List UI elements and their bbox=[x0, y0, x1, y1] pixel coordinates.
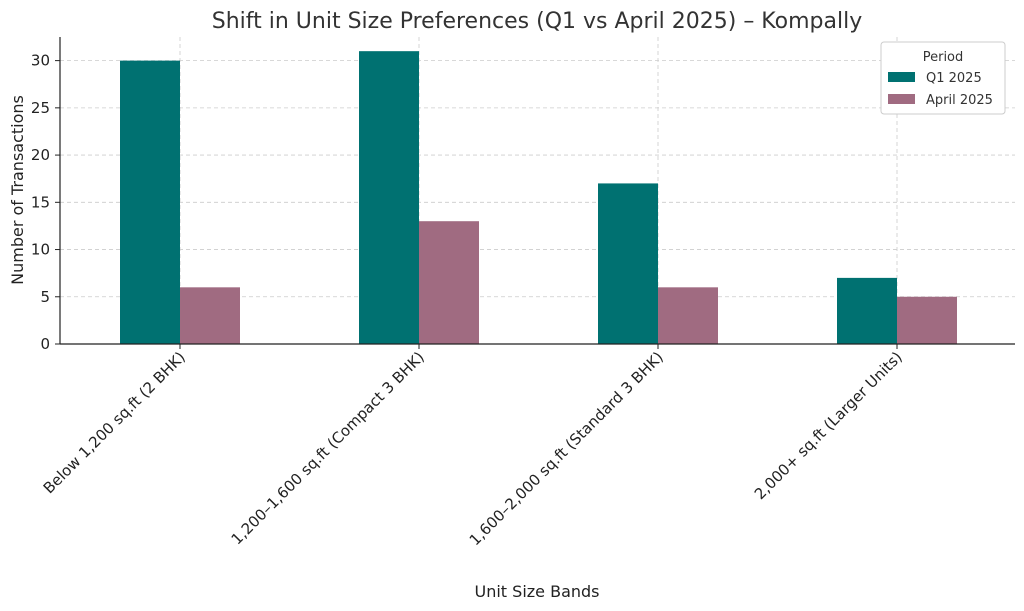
chart-title: Shift in Unit Size Preferences (Q1 vs Ap… bbox=[212, 9, 862, 34]
bar-q1-2025-2 bbox=[598, 183, 658, 344]
bar-april-2025-3 bbox=[897, 296, 957, 344]
bar-q1-2025-1 bbox=[359, 51, 419, 345]
bar-april-2025-2 bbox=[658, 287, 718, 344]
y-tick-label: 30 bbox=[31, 52, 50, 70]
x-tick-label: Below 1,200 sq.ft (2 BHK) bbox=[40, 348, 189, 497]
legend-swatch-q1-2025 bbox=[888, 72, 915, 82]
bar-q1-2025-0 bbox=[120, 60, 180, 344]
bar-april-2025-0 bbox=[180, 287, 240, 344]
bar-april-2025-1 bbox=[419, 221, 479, 344]
y-ticks: 0 5 10 15 20 25 30 bbox=[31, 52, 60, 353]
legend: Period Q1 2025 April 2025 bbox=[880, 41, 1006, 115]
y-axis-title: Number of Transactions bbox=[8, 95, 27, 285]
y-tick-label: 0 bbox=[40, 335, 50, 353]
legend-title: Period bbox=[923, 50, 964, 65]
y-tick-label: 10 bbox=[31, 241, 50, 259]
x-tick-label: 1,600–2,000 sq.ft (Standard 3 BHK) bbox=[466, 348, 667, 549]
legend-swatch-april-2025 bbox=[888, 94, 915, 104]
x-axis-title: Unit Size Bands bbox=[475, 582, 600, 601]
axes bbox=[59, 37, 1015, 345]
x-tick-label: 1,200–1,600 sq.ft (Compact 3 BHK) bbox=[228, 348, 428, 548]
legend-label-q1-2025: Q1 2025 bbox=[926, 71, 982, 86]
x-tick-label: 2,000+ sq.ft (Larger Units) bbox=[751, 348, 906, 503]
x-ticks: Below 1,200 sq.ft (2 BHK) 1,200–1,600 sq.… bbox=[40, 344, 906, 549]
bars bbox=[120, 51, 957, 345]
legend-label-april-2025: April 2025 bbox=[926, 93, 993, 108]
y-tick-label: 20 bbox=[31, 146, 50, 164]
y-tick-label: 15 bbox=[31, 193, 50, 211]
y-tick-label: 25 bbox=[31, 99, 50, 117]
y-tick-label: 5 bbox=[40, 288, 50, 306]
bar-q1-2025-3 bbox=[837, 277, 897, 344]
